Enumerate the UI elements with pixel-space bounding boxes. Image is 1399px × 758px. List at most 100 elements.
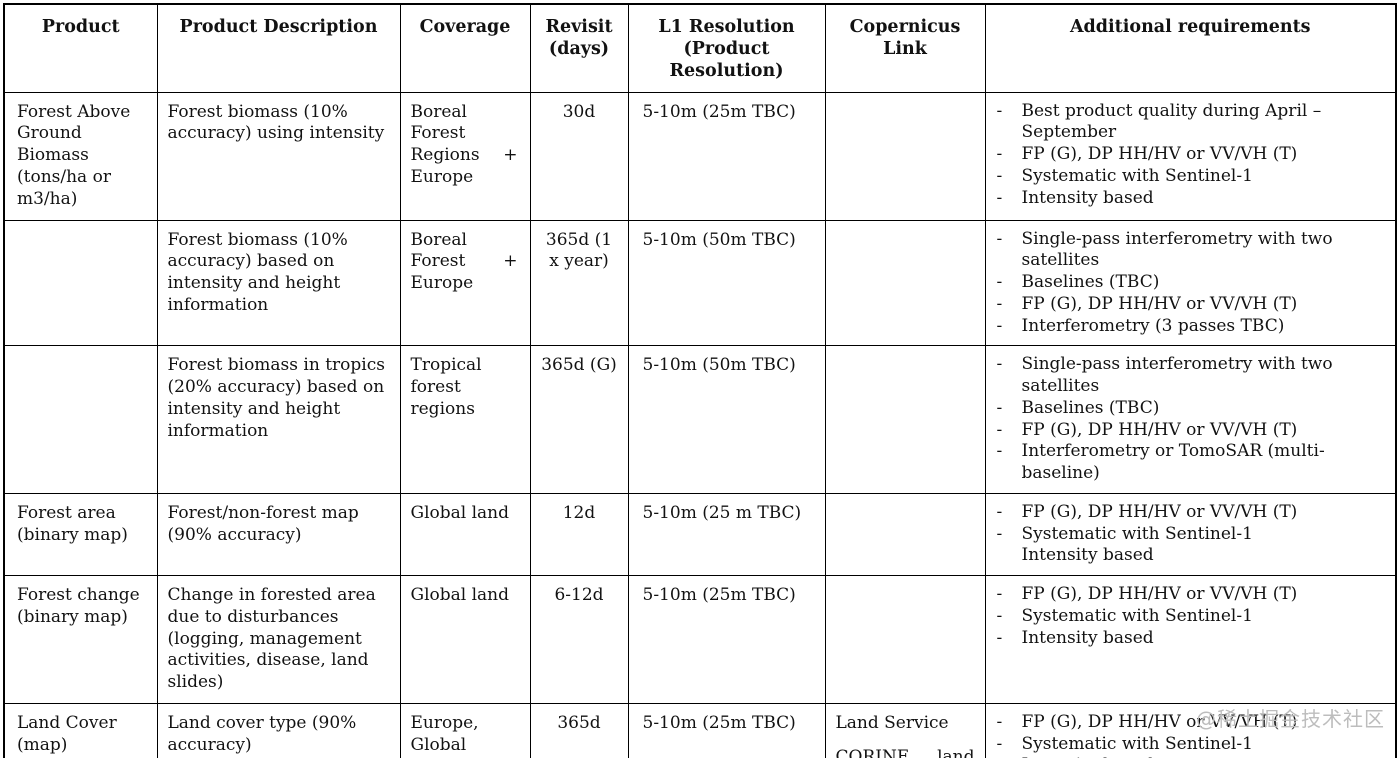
cell-description: Forest biomass (10% accuracy) using inte… (156, 91, 401, 221)
cell-description: Forest biomass in tropics (20% accuracy)… (156, 345, 401, 494)
table-row: Land Cover (map) Land cover type (90% ac… (3, 702, 1397, 758)
copernicus-link-text: Land Service (835, 712, 949, 733)
requirement-item: - Best product quality during April – Se… (986, 100, 1383, 145)
table-row: Forest biomass in tropics (20% accuracy)… (3, 345, 1397, 494)
cell-product: Land Cover (map) (3, 702, 158, 758)
dash-bullet: - (996, 187, 1003, 208)
requirement-text: FP (G), DP HH/HV or VV/VH (T) (1021, 293, 1298, 314)
dash-bullet: - (996, 315, 1003, 336)
dash-bullet: - (996, 272, 1003, 293)
cell-coverage: Boreal Forest Regions + Europe (399, 91, 531, 221)
requirement-item: - Systematic with Sentinel-1 (986, 733, 1383, 756)
cell-coverage: Europe, Global (399, 702, 531, 758)
cell-additional-requirements: - Single-pass interferometry with two sa… (984, 219, 1397, 347)
requirement-text: Interferometry or TomoSAR (multi-baselin… (1021, 441, 1325, 484)
cell-description: Change in forested area due to disturban… (156, 575, 401, 704)
requirement-item: - Systematic with Sentinel-1 (986, 605, 1383, 628)
requirement-text: Systematic with Sentinel-1 (1021, 605, 1253, 626)
requirement-text: Intensity based (1022, 755, 1384, 758)
cell-description: Forest/non-forest map (90% accuracy) (156, 492, 401, 577)
requirement-text: Intensity based (1021, 627, 1154, 648)
requirement-item: - Baselines (TBC) (986, 272, 1383, 294)
cell-coverage: Global land (399, 575, 531, 704)
cell-resolution: 5-10m (25 m TBC) (627, 492, 826, 577)
cell-product: Forest change (binary map) (3, 575, 158, 704)
dash-bullet: - (996, 733, 1003, 754)
cell-resolution: 5-10m (25m TBC) (627, 575, 826, 704)
cell-description: Land cover type (90% accuracy) (156, 702, 401, 758)
cell-additional-requirements: - Best product quality during April – Se… (984, 91, 1397, 221)
cell-copernicus-link (824, 91, 986, 221)
cell-copernicus-link (824, 492, 986, 577)
requirement-item: - Systematic with Sentinel-1 (986, 523, 1383, 546)
requirement-item: - Intensity based (986, 187, 1383, 210)
header-additional-requirements: Additional requirements (984, 3, 1397, 93)
table-row: Forest Above Ground Biomass (tons/ha or … (3, 91, 1397, 221)
requirement-item: - FP (G), DP HH/HV or VV/VH (T) (986, 501, 1383, 524)
requirement-text: Systematic with Sentinel-1 (1021, 733, 1253, 754)
cell-revisit: 30d (529, 91, 629, 221)
requirement-item: - FP (G), DP HH/HV or VV/VH (T) (986, 584, 1383, 606)
cell-resolution: 5-10m (25m TBC) (627, 91, 826, 221)
table-row: Forest area (binary map) Forest/non-fore… (3, 492, 1397, 577)
cell-revisit: 365d (G) (529, 345, 629, 494)
cell-copernicus-link: Land Service CORINE land cover (824, 702, 986, 758)
requirement-text: FP (G), DP HH/HV or VV/VH (T) (1021, 419, 1298, 440)
cell-product (3, 219, 158, 347)
product-requirements-table: Product Product Description Coverage Rev… (3, 3, 1397, 758)
table-row: Forest biomass (10% accuracy) based on i… (3, 219, 1397, 347)
requirement-text: Single-pass interferometry with two sate… (1021, 354, 1333, 397)
header-l1-resolution: L1 Resolution (Product Resolution) (627, 3, 826, 93)
cell-product (3, 345, 158, 494)
dash-bullet: - (996, 419, 1003, 440)
requirement-item: - Baselines (TBC) (986, 397, 1383, 420)
requirement-text: Systematic with Sentinel-1 (1021, 165, 1253, 186)
requirement-text: Single-pass interferometry with two sate… (1021, 228, 1333, 271)
requirement-text: Baselines (TBC) (1021, 397, 1160, 418)
header-row: Product Product Description Coverage Rev… (3, 3, 1397, 93)
dash-bullet: - (996, 605, 1003, 626)
cell-resolution: 5-10m (25m TBC) (627, 702, 826, 758)
cell-coverage: Global land (399, 492, 531, 577)
cell-resolution: 5-10m (50m TBC) (627, 345, 826, 494)
cell-revisit: 12d (529, 492, 629, 577)
cell-coverage: Boreal Forest + Europe (399, 219, 531, 347)
dash-bullet: - (996, 627, 1003, 648)
dash-bullet: - (996, 293, 1003, 314)
cell-copernicus-link (824, 219, 986, 347)
requirement-item: - Systematic with Sentinel-1 (986, 165, 1383, 188)
requirement-text: FP (G), DP HH/HV or VV/VH (T) (1021, 144, 1298, 165)
dash-bullet: - (996, 397, 1003, 418)
header-copernicus-link: Copernicus Link (824, 3, 986, 93)
dash-bullet: - (996, 523, 1003, 544)
cell-copernicus-link (824, 345, 986, 494)
copernicus-link-text: CORINE land cover (835, 746, 975, 758)
dash-bullet: - (996, 354, 1003, 375)
requirement-item: - Single-pass interferometry with two sa… (986, 354, 1383, 398)
cell-description: Forest biomass (10% accuracy) based on i… (156, 219, 401, 347)
header-coverage: Coverage (399, 3, 531, 93)
cell-product: Forest area (binary map) (3, 492, 158, 577)
requirement-item: - FP (G), DP HH/HV or VV/VH (T) (986, 712, 1383, 734)
dash-bullet: - (996, 501, 1003, 522)
header-product-description: Product Description (156, 3, 401, 93)
dash-bullet: - (996, 100, 1003, 121)
cell-resolution: 5-10m (50m TBC) (627, 219, 826, 347)
requirement-text: Baselines (TBC) (1021, 272, 1160, 293)
requirement-text: Intensity based (1021, 187, 1154, 208)
requirement-text: Intensity based (1021, 545, 1154, 566)
requirement-item: Intensity based (986, 545, 1383, 567)
requirement-item: - FP (G), DP HH/HV or VV/VH (T) (986, 419, 1383, 442)
dash-bullet: - (996, 441, 1003, 462)
requirement-item: - FP (G), DP HH/HV or VV/VH (T) (986, 144, 1383, 166)
cell-additional-requirements: - FP (G), DP HH/HV or VV/VH (T) - System… (984, 575, 1397, 704)
cell-revisit: 365d (1 x year) (529, 219, 629, 347)
cell-revisit: 6-12d (529, 575, 629, 704)
requirement-text: FP (G), DP HH/HV or VV/VH (T) (1021, 501, 1298, 522)
header-product: Product (3, 3, 158, 93)
cell-product: Forest Above Ground Biomass (tons/ha or … (3, 91, 158, 221)
requirement-text: FP (G), DP HH/HV or VV/VH (T) (1021, 584, 1298, 605)
table-row: Forest change (binary map) Change in for… (3, 575, 1397, 704)
cell-copernicus-link (824, 575, 986, 704)
